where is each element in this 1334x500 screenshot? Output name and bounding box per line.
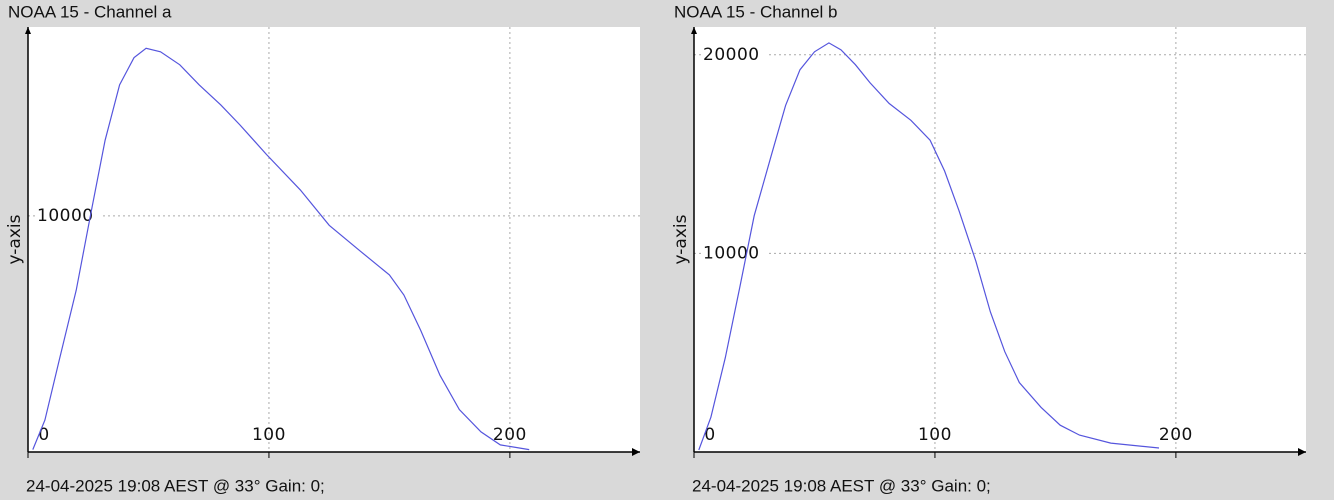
x-tick-label: 200 bbox=[493, 425, 527, 445]
chart-title: NOAA 15 - Channel a bbox=[8, 2, 172, 21]
plot-area bbox=[28, 27, 640, 452]
x-axis-arrow bbox=[1298, 448, 1306, 456]
y-tick-label: 10000 bbox=[703, 243, 760, 263]
plot-area bbox=[694, 27, 1306, 452]
caption: 24-04-2025 19:08 AEST @ 33° Gain: 0; bbox=[26, 476, 325, 495]
tick-label-bg bbox=[701, 45, 767, 64]
x-tick-label: 0 bbox=[38, 425, 49, 445]
y-axis-arrow bbox=[25, 27, 31, 34]
data-line bbox=[698, 42, 1160, 451]
chart-title: NOAA 15 - Channel b bbox=[674, 2, 837, 21]
x-tick-label: 200 bbox=[1159, 425, 1193, 445]
x-tick-label: 0 bbox=[704, 425, 715, 445]
y-tick-label: 20000 bbox=[703, 45, 760, 65]
x-tick-label: 100 bbox=[918, 425, 952, 445]
tick-label-bg bbox=[35, 206, 101, 225]
y-axis-label: y-axis bbox=[671, 214, 691, 264]
y-tick-label: 10000 bbox=[37, 206, 94, 226]
data-line bbox=[32, 47, 530, 451]
x-axis-arrow bbox=[632, 448, 640, 456]
y-axis-label: y-axis bbox=[5, 214, 25, 264]
x-tick-label: 100 bbox=[252, 425, 286, 445]
tick-label-bg bbox=[701, 244, 767, 263]
caption: 24-04-2025 19:08 AEST @ 33° Gain: 0; bbox=[692, 476, 991, 495]
y-axis-arrow bbox=[691, 27, 697, 34]
